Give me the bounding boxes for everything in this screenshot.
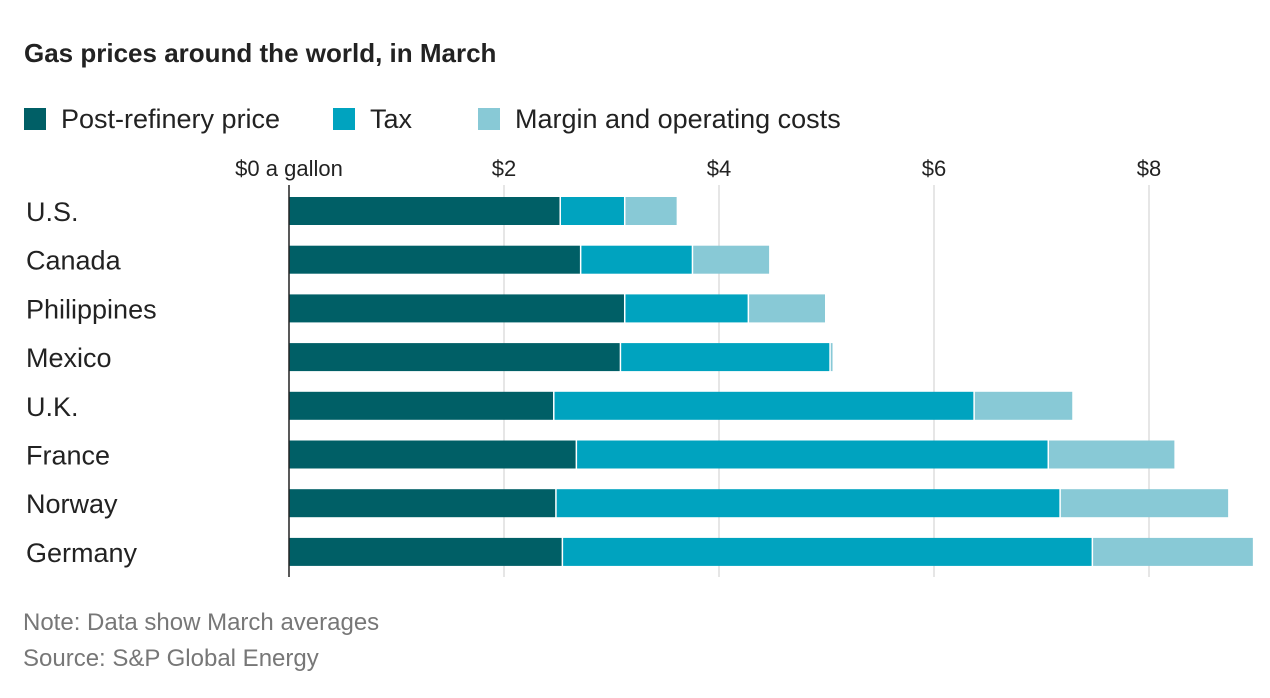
bar-segment-margin-and-operating-costs [1049, 440, 1175, 469]
legend-label: Post-refinery price [61, 104, 280, 134]
bars: U.S. Canada Philippines Mexico U.K. France Nor… [26, 197, 1253, 568]
chart-title: Gas prices around the world, in March [24, 38, 496, 68]
bar-segment-post-refinery-price [289, 537, 562, 566]
category-label: France [26, 441, 110, 471]
bar-segment-tax [625, 294, 748, 323]
bar-segment-tax [581, 245, 692, 274]
x-tick-label: $8 [1137, 156, 1161, 181]
legend-label: Tax [370, 104, 413, 134]
legend-swatch [24, 108, 46, 130]
gridlines: $0 a gallon $2 $4 $6 $8 [235, 156, 1161, 577]
x-tick-label: $0 a gallon [235, 156, 343, 181]
bar-segment-post-refinery-price [289, 440, 576, 469]
bar-segment-tax [556, 489, 1060, 518]
bar-segment-tax [621, 343, 830, 372]
bar-segment-post-refinery-price [289, 489, 556, 518]
chart-source: Source: S&P Global Energy [23, 645, 319, 672]
bar-segment-tax [563, 537, 1092, 566]
category-label: Canada [26, 246, 122, 276]
bar-segment-tax [577, 440, 1048, 469]
chart-note: Note: Data show March averages [23, 609, 379, 636]
bar-segment-tax [560, 197, 624, 225]
bar-segment-post-refinery-price [289, 343, 620, 372]
bar-segment-post-refinery-price [289, 391, 554, 420]
category-label: Norway [26, 489, 118, 519]
bar-segment-margin-and-operating-costs [974, 391, 1073, 420]
category-label: U.S. [26, 197, 79, 227]
bar-segment-post-refinery-price [289, 245, 580, 274]
x-tick-label: $6 [922, 156, 946, 181]
x-tick-label: $4 [707, 156, 731, 181]
category-label: Germany [26, 538, 138, 568]
bar-segment-margin-and-operating-costs [749, 294, 825, 323]
bar-segment-margin-and-operating-costs [1060, 489, 1229, 518]
legend: Post-refinery price Tax Margin and operati… [24, 104, 841, 134]
legend-swatch [333, 108, 355, 130]
bar-segment-margin-and-operating-costs [1093, 537, 1253, 566]
category-label: Mexico [26, 343, 112, 373]
x-tick-label: $2 [492, 156, 516, 181]
bar-segment-tax [554, 391, 974, 420]
bar-segment-margin-and-operating-costs [693, 245, 770, 274]
category-label: U.K. [26, 392, 79, 422]
legend-swatch [478, 108, 500, 130]
bar-segment-post-refinery-price [289, 294, 624, 323]
bar-segment-margin-and-operating-costs [625, 197, 677, 225]
legend-label: Margin and operating costs [515, 104, 841, 134]
bar-segment-post-refinery-price [289, 197, 560, 225]
category-label: Philippines [26, 294, 157, 324]
bar-segment-margin-and-operating-costs [830, 343, 833, 372]
